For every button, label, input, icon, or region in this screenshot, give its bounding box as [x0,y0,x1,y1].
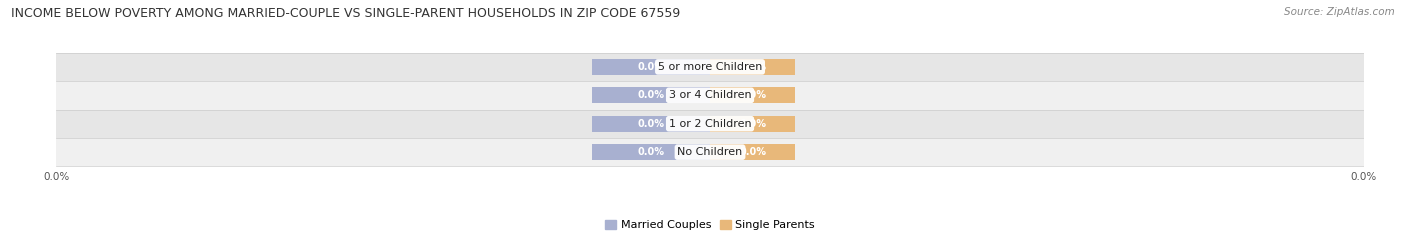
Text: INCOME BELOW POVERTY AMONG MARRIED-COUPLE VS SINGLE-PARENT HOUSEHOLDS IN ZIP COD: INCOME BELOW POVERTY AMONG MARRIED-COUPL… [11,7,681,20]
Text: Source: ZipAtlas.com: Source: ZipAtlas.com [1284,7,1395,17]
Bar [592,59,710,75]
Bar [0,53,1406,81]
Bar [710,59,794,75]
Bar [710,87,794,103]
Text: 0.0%: 0.0% [740,90,766,100]
Text: 3 or 4 Children: 3 or 4 Children [669,90,751,100]
Text: 0.0%: 0.0% [740,62,766,72]
Bar [710,144,794,160]
Text: 0.0%: 0.0% [638,147,665,157]
Bar [592,144,710,160]
Text: 0.0%: 0.0% [638,119,665,129]
Text: 5 or more Children: 5 or more Children [658,62,762,72]
Text: 1 or 2 Children: 1 or 2 Children [669,119,751,129]
Bar [710,116,794,132]
Text: 0.0%: 0.0% [740,147,766,157]
Text: 0.0%: 0.0% [740,119,766,129]
Legend: Married Couples, Single Parents: Married Couples, Single Parents [600,215,820,233]
Text: No Children: No Children [678,147,742,157]
Text: 0.0%: 0.0% [638,62,665,72]
Bar [592,87,710,103]
Bar [0,138,1406,166]
Text: 0.0%: 0.0% [638,90,665,100]
Bar [0,110,1406,138]
Bar [592,116,710,132]
Bar [0,81,1406,110]
